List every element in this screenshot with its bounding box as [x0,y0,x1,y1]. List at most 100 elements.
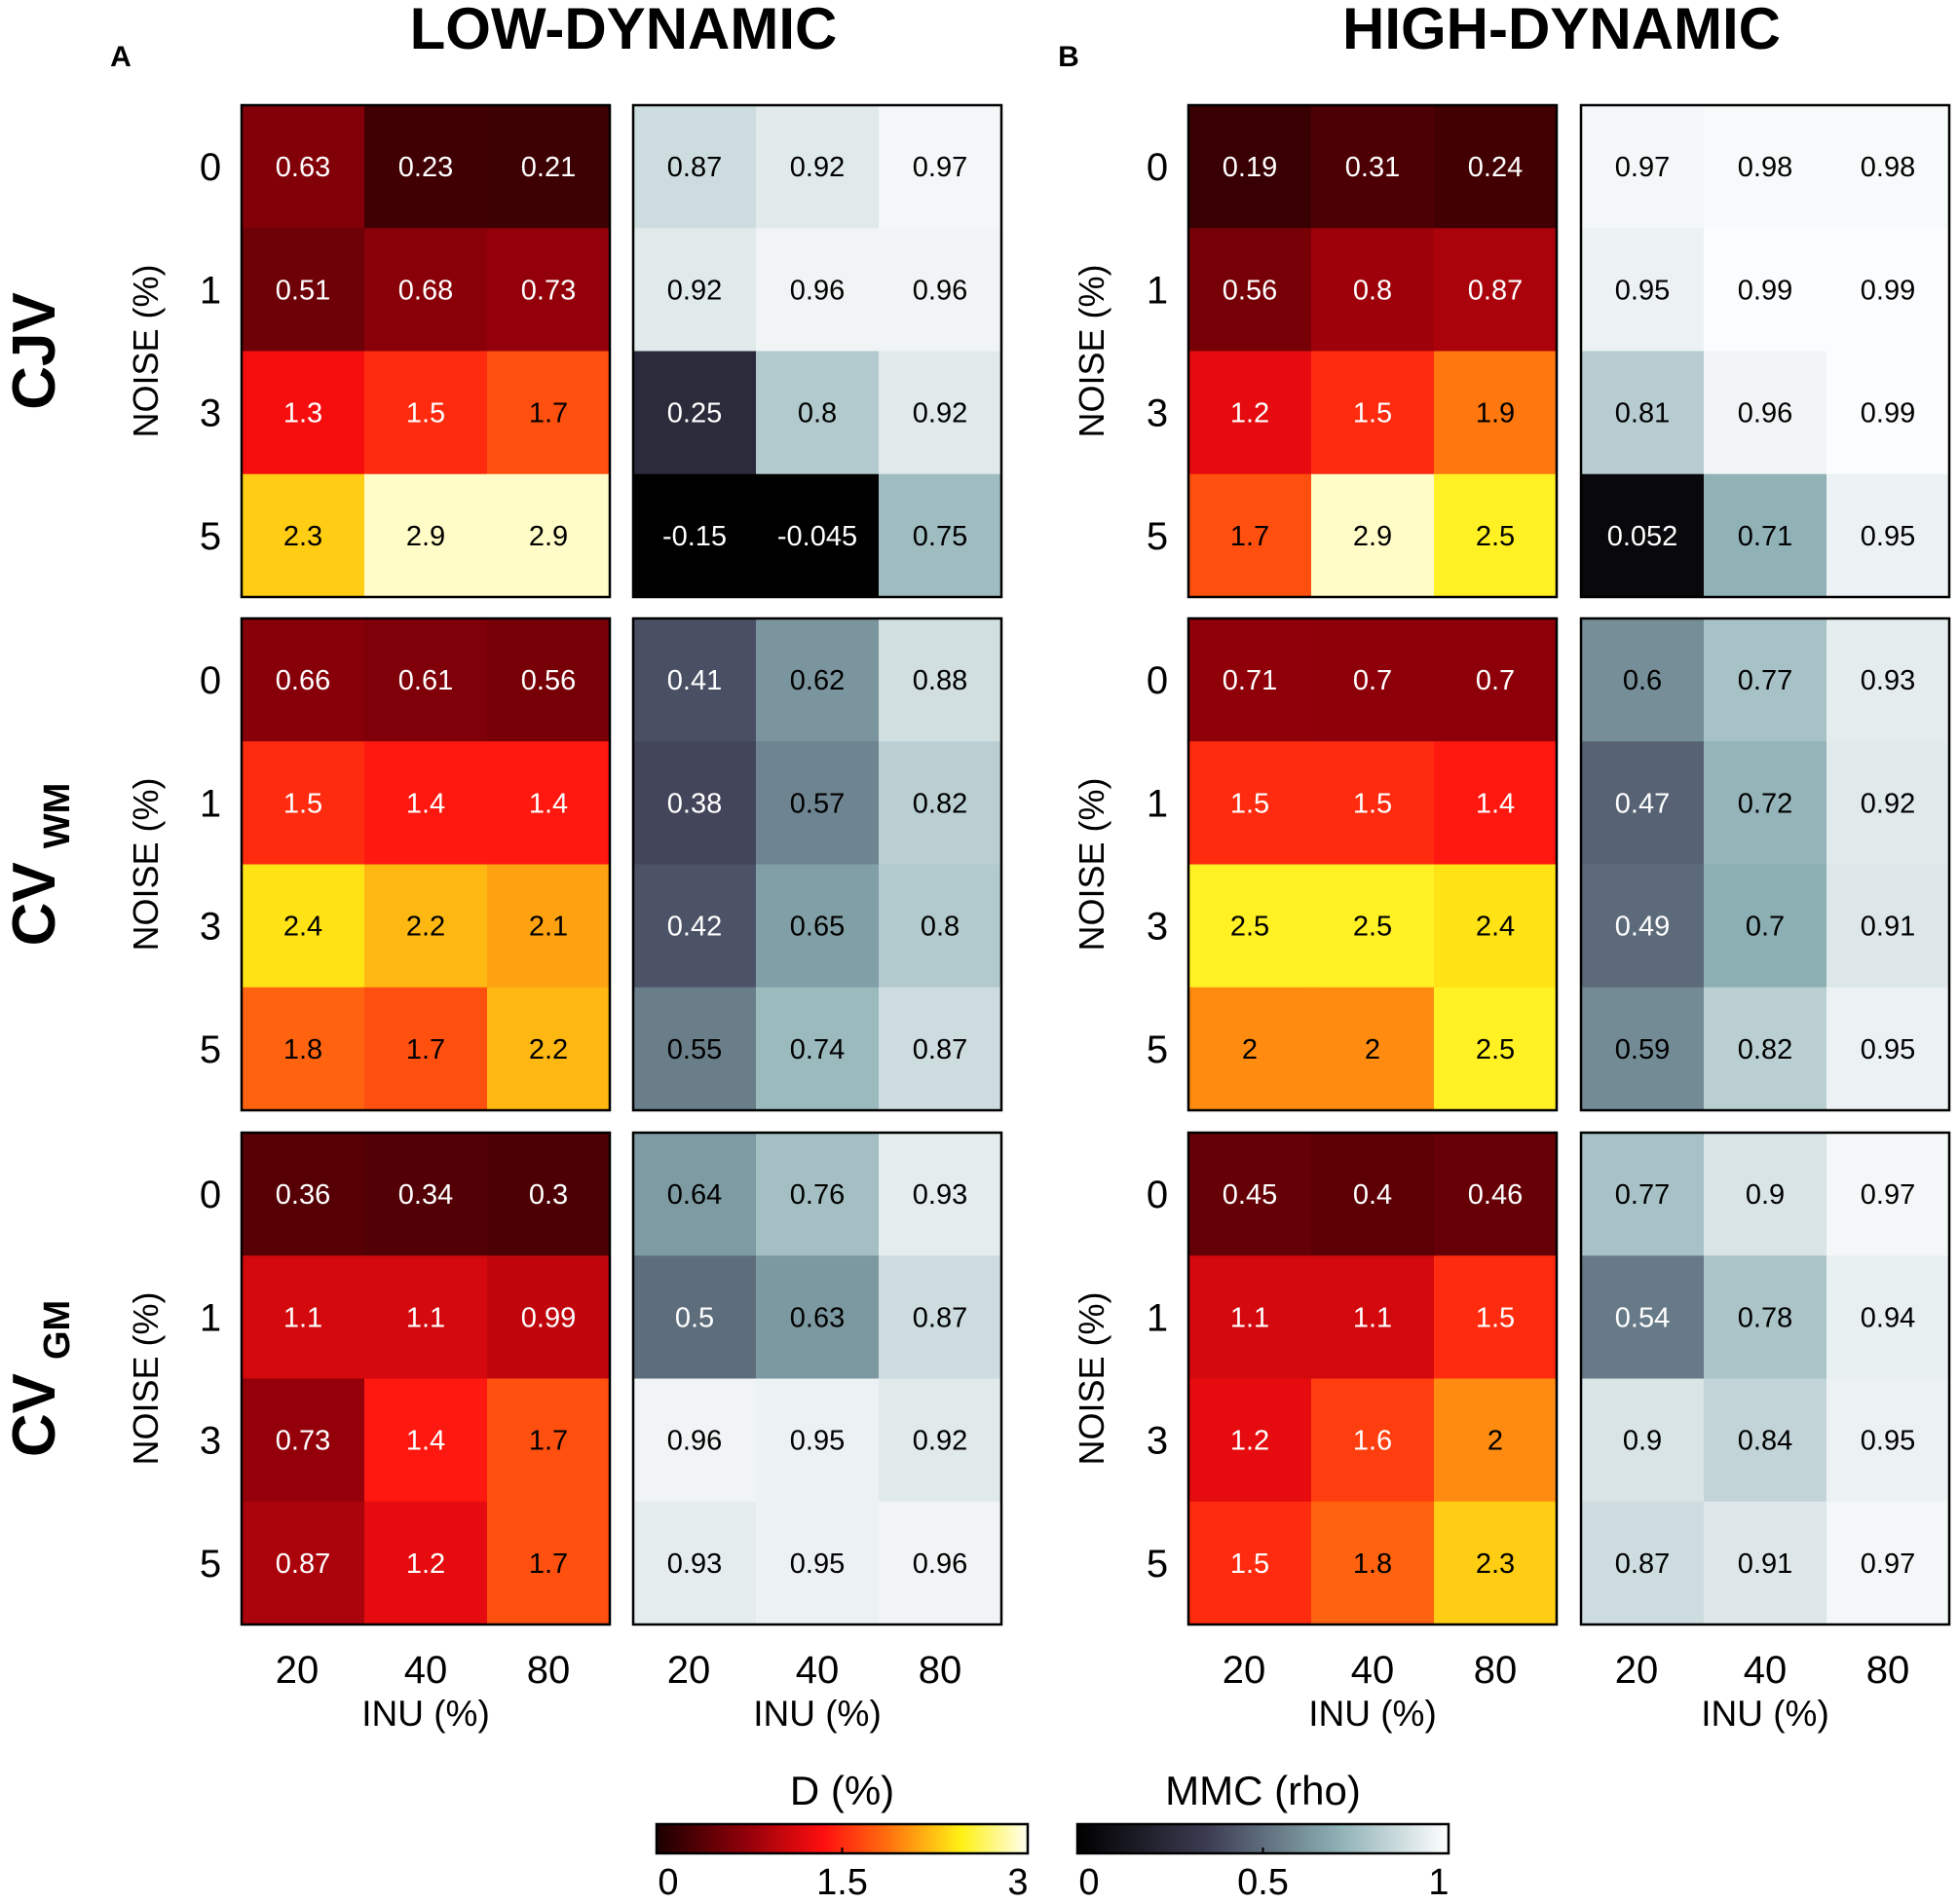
cell-value-label: 0.3 [529,1179,568,1211]
heatmap-cell [879,741,1002,866]
panel-frame [1579,1131,1951,1626]
x-axis-label: INU (%) [1701,1694,1829,1734]
cell-value-label: 0.95 [1861,1034,1915,1065]
cell-value-label: 2.4 [283,912,322,943]
heatmap-cell [242,228,365,353]
heatmap-panels: 0.63 0.23 0.210.51 0.68 0.731.3 1.5 1.72.3 2.9 2… [200,103,1951,1692]
cell-value-label: 0.56 [1223,275,1277,306]
heatmap-cell [1581,1378,1705,1503]
cell-value-label: 0.95 [1861,521,1915,552]
x-tick-label: 80 [1474,1649,1518,1692]
cell-value-label: 0.64 [667,1179,722,1211]
cell-value-label: 0.61 [398,665,453,696]
panel-frame [240,103,612,599]
cell-value-label: 0.63 [276,152,330,183]
heatmap-cell [633,473,757,598]
cell-value-label: 2.4 [1476,912,1515,943]
heatmap-cell [879,1501,1002,1625]
y-tick-label: 3 [200,906,221,949]
heatmap-cell [1188,228,1312,353]
cell-value-label: 1.1 [406,1302,445,1333]
heatmap-cell [242,864,365,989]
cell-value-label: 1.4 [406,1426,445,1457]
y-tick-label: 5 [200,1028,221,1071]
heatmap-cell [879,228,1002,353]
row-label: CJV [1,292,68,410]
heatmap-cell [242,1133,365,1256]
y-tick-label: 5 [1147,515,1168,558]
cell-value-label: 0.71 [1738,521,1792,552]
heatmap-cell [364,1255,488,1380]
heatmap-cell [1434,864,1558,989]
heatmap-cell [1826,1255,1950,1380]
heatmap-cell [1581,228,1705,353]
cell-value-label: 1.8 [1353,1549,1392,1580]
heatmap-cell [1188,105,1312,229]
heatmap-cell [1581,618,1705,742]
x-tick-label: 20 [276,1649,320,1692]
cell-value-label: 0.47 [1615,788,1670,819]
cell-value-label: 1.1 [1353,1302,1392,1333]
cell-value-label: 0.052 [1607,521,1678,552]
row-label: CVGM [1,1300,78,1457]
heatmap-cell [1704,741,1827,866]
heatmap-cell [1311,741,1435,866]
y-tick-label: 3 [1147,1420,1168,1463]
cell-value-label: 2.3 [283,521,322,552]
heatmap-cell [1434,105,1558,229]
cell-value-label: 0.99 [1861,398,1915,429]
cell-value-label: 0.55 [667,1034,722,1065]
heatmap-cell [1581,987,1705,1111]
cell-value-label: 0.82 [1738,1034,1792,1065]
heatmap-cell [1311,1501,1435,1625]
cell-value-label: 0.57 [790,788,845,819]
colorbar-tick-label: 1.5 [816,1862,868,1903]
cell-value-label: 0.8 [798,398,837,429]
heatmap-cell [1311,473,1435,598]
colorbar: MMC (rho) 0 0.5 1 [1075,1768,1450,1903]
x-axis-label: INU (%) [1308,1694,1437,1734]
cell-value-label: 0.81 [1615,398,1670,429]
y-axis-label: NOISE (%) [1072,264,1111,437]
heatmap-cell [1188,741,1312,866]
cell-value-label: 0.49 [1615,912,1670,943]
colorbar-tick-label: 1 [1428,1862,1449,1903]
cell-value-label: 2 [1365,1034,1380,1065]
panel-frame [1579,103,1951,599]
x-tick-label: 80 [1866,1649,1910,1692]
x-tick-label: 40 [1351,1649,1395,1692]
heatmap-cell [242,1255,365,1380]
heatmap-cell [487,473,611,598]
cell-value-label: 0.8 [921,912,960,943]
heatmap-cell [1311,618,1435,742]
heatmap-cell [364,473,488,598]
cell-value-label: 1.3 [283,398,322,429]
heatmap-cell [1188,864,1312,989]
heatmap-cell [1188,1501,1312,1625]
cell-value-label: 0.56 [521,665,576,696]
y-tick-label: 0 [1147,146,1168,189]
cell-value-label: 1.2 [1230,1426,1269,1457]
cell-value-label: 2.1 [529,912,568,943]
cell-value-label: 0.87 [1468,275,1523,306]
heatmap-cell [1704,1255,1827,1380]
x-tick-label: 40 [404,1649,448,1692]
panel-frame [631,103,1003,599]
heatmap-cell [1188,351,1312,475]
colorbar-tick-label: 0 [1078,1862,1099,1903]
heatmap-cell [756,1501,880,1625]
heatmap-panel: 0.64 0.76 0.93 0.5 0.63 0.87 0.96 0.95 0.92 0.93 0… [631,1131,1003,1692]
cell-value-label: 0.87 [913,1034,967,1065]
title-low-dynamic: LOW-DYNAMIC [410,0,838,61]
heatmap-cell [756,228,880,353]
panel-frame [1186,103,1559,599]
heatmap-cell [1434,987,1558,1111]
cell-value-label: 1.5 [1230,1549,1269,1580]
y-tick-label: 1 [1147,1296,1168,1339]
panel-frame [1579,616,1951,1112]
cell-value-label: 0.77 [1738,665,1792,696]
cell-value-label: 0.98 [1738,152,1792,183]
row-label: CVWM [1,783,78,947]
heatmap-panel: 0.63 0.23 0.21 0.51 0.68 0.73 1.3 1.5 1.7 2.3 2.9 2… [200,103,612,599]
cell-value-label: 0.82 [913,788,967,819]
